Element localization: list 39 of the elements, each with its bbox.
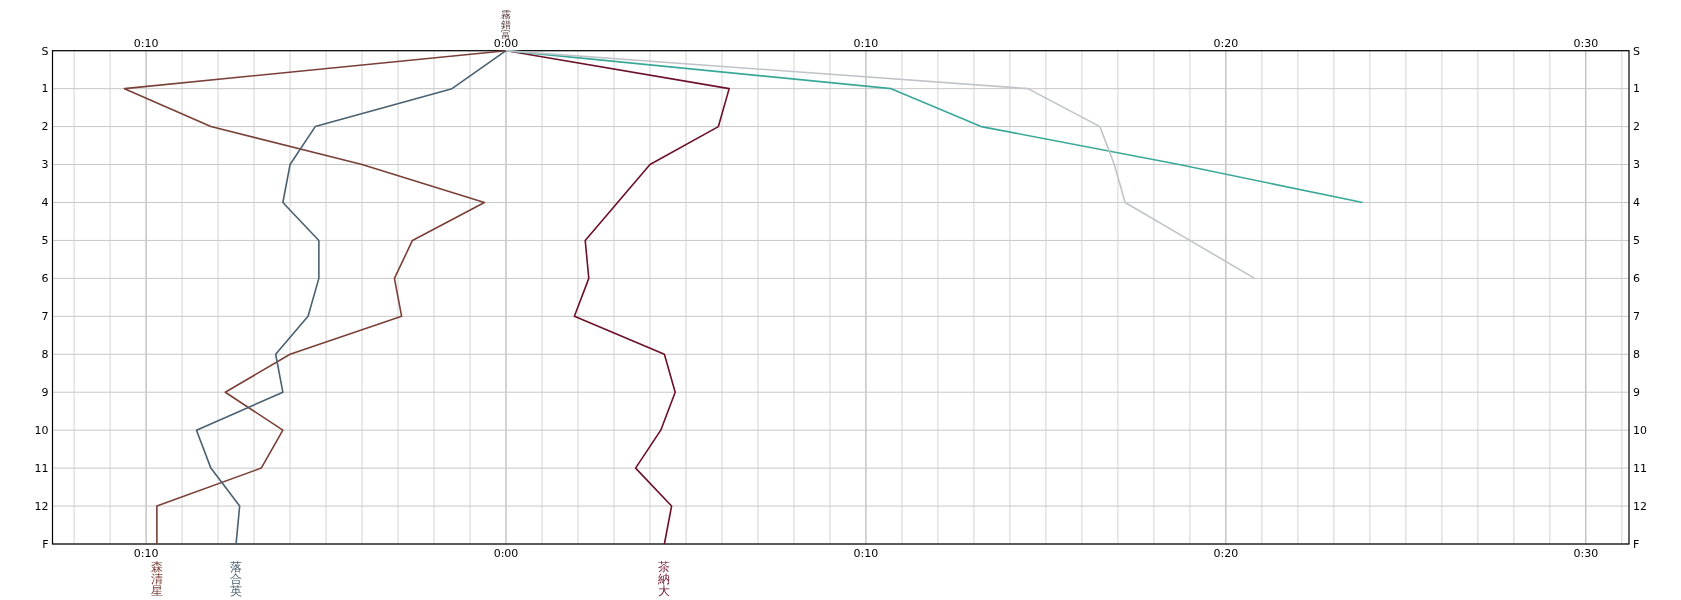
y-tick-label: 12 <box>1633 499 1647 513</box>
category-label: 7 <box>41 310 49 324</box>
x-tick-label: 0:10 <box>133 547 159 560</box>
category-label: 12 <box>41 82 49 134</box>
category-label: S <box>41 44 49 58</box>
series-label: 森清星 <box>150 560 163 598</box>
y-tick-label: 6 <box>1633 272 1640 286</box>
x2-tick-label: 0:20 <box>1213 36 1239 50</box>
x2-tick-label: 0:30 <box>1573 36 1599 50</box>
y-tick-label: 1 <box>1633 82 1640 96</box>
category-label: 4 <box>41 196 49 210</box>
x-tick-label: 0:00 <box>493 547 519 560</box>
x-tick-label: 0:30 <box>1573 547 1599 560</box>
y-tick-label: 9 <box>1633 386 1640 400</box>
category-label: 3 <box>41 158 49 172</box>
category-label: 12 <box>34 499 49 513</box>
x2-tick-label: 0:10 <box>853 36 879 50</box>
series-label: 茶納大 <box>658 560 671 598</box>
y-tick-label: 5 <box>1633 234 1640 248</box>
y-tick-label: 8 <box>1633 348 1640 362</box>
category-label: 10 <box>34 424 49 438</box>
category-label: 8 <box>41 348 49 362</box>
category-label: 11 <box>34 461 49 475</box>
x-tick-label: 0:20 <box>1213 547 1239 560</box>
y-tick-label: 11 <box>1633 461 1647 475</box>
series-label: 落合英 <box>230 560 243 598</box>
category-label: F <box>42 537 49 551</box>
y-tick-label: F <box>1633 537 1640 551</box>
x-tick-label: 0:10 <box>853 547 879 560</box>
category-label: 9 <box>41 386 49 400</box>
y-tick-label: S <box>1633 44 1640 58</box>
y-tick-label: 3 <box>1633 158 1640 172</box>
category-label: 5 <box>41 234 49 248</box>
category-label: 6 <box>41 272 49 286</box>
y-tick-label: 7 <box>1633 310 1640 324</box>
y-tick-label: 4 <box>1633 196 1640 210</box>
x2-tick-label: 0:10 <box>133 36 159 50</box>
y-tick-label: 2 <box>1633 120 1640 134</box>
y-tick-label: 10 <box>1633 424 1647 438</box>
